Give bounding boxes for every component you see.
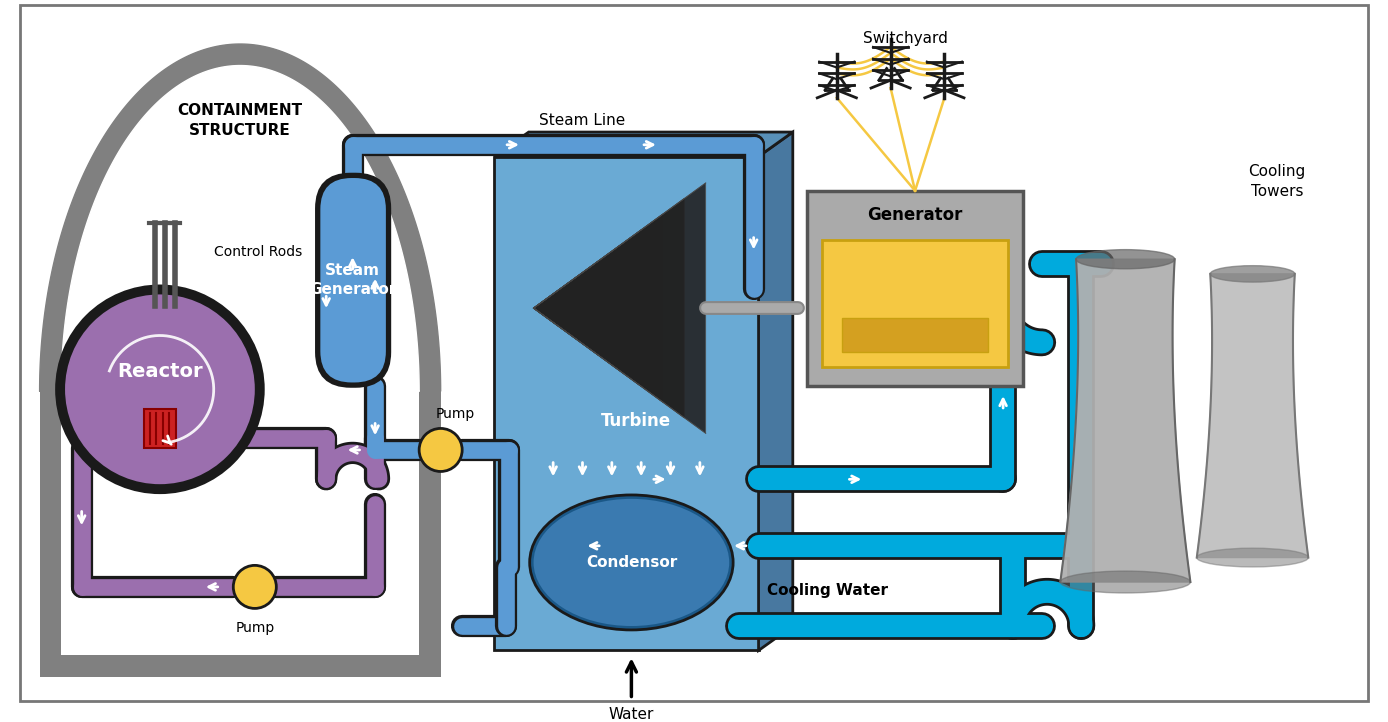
Bar (40, 656, 440, 677)
Circle shape (57, 287, 262, 492)
Text: Turbine: Turbine (601, 412, 672, 430)
Ellipse shape (1196, 548, 1309, 567)
Text: Reactor: Reactor (117, 362, 203, 381)
Bar (61, 391, 419, 656)
Ellipse shape (1060, 571, 1191, 593)
Polygon shape (533, 230, 641, 386)
Polygon shape (533, 199, 684, 417)
Text: Switchyard: Switchyard (863, 31, 948, 46)
Bar (808, 191, 1023, 386)
Ellipse shape (530, 495, 733, 630)
Text: CONTAINMENT
STRUCTURE: CONTAINMENT STRUCTURE (178, 103, 303, 137)
Text: Condensor: Condensor (586, 555, 677, 570)
Ellipse shape (1076, 250, 1174, 269)
Polygon shape (533, 261, 598, 355)
Bar (40, 391, 61, 677)
Bar (841, 318, 988, 352)
Bar (144, 409, 175, 448)
Text: Steam
Generator: Steam Generator (310, 263, 396, 297)
Polygon shape (61, 66, 419, 391)
Text: Cooling Water: Cooling Water (766, 583, 887, 598)
Bar (419, 391, 440, 677)
Text: Pump: Pump (235, 621, 275, 635)
Polygon shape (533, 277, 576, 339)
Text: Cooling
Towers: Cooling Towers (1248, 165, 1306, 199)
Bar (822, 240, 1008, 367)
Text: Control Rods: Control Rods (214, 245, 303, 259)
Circle shape (65, 295, 255, 484)
Text: Generator: Generator (868, 206, 963, 225)
Polygon shape (533, 292, 555, 323)
FancyBboxPatch shape (321, 178, 386, 383)
Polygon shape (494, 132, 793, 157)
Circle shape (419, 428, 462, 471)
Ellipse shape (1210, 266, 1295, 282)
Polygon shape (533, 183, 705, 433)
Circle shape (233, 565, 276, 609)
FancyBboxPatch shape (316, 174, 390, 386)
Bar (494, 157, 759, 651)
Text: Water: Water (609, 708, 654, 722)
Polygon shape (40, 44, 440, 391)
Polygon shape (1196, 274, 1309, 557)
Polygon shape (533, 214, 662, 402)
Polygon shape (759, 132, 793, 651)
Polygon shape (533, 245, 619, 370)
Text: Pump: Pump (436, 406, 475, 421)
Polygon shape (1060, 259, 1191, 582)
Ellipse shape (533, 499, 729, 626)
Text: Steam Line: Steam Line (540, 113, 626, 128)
